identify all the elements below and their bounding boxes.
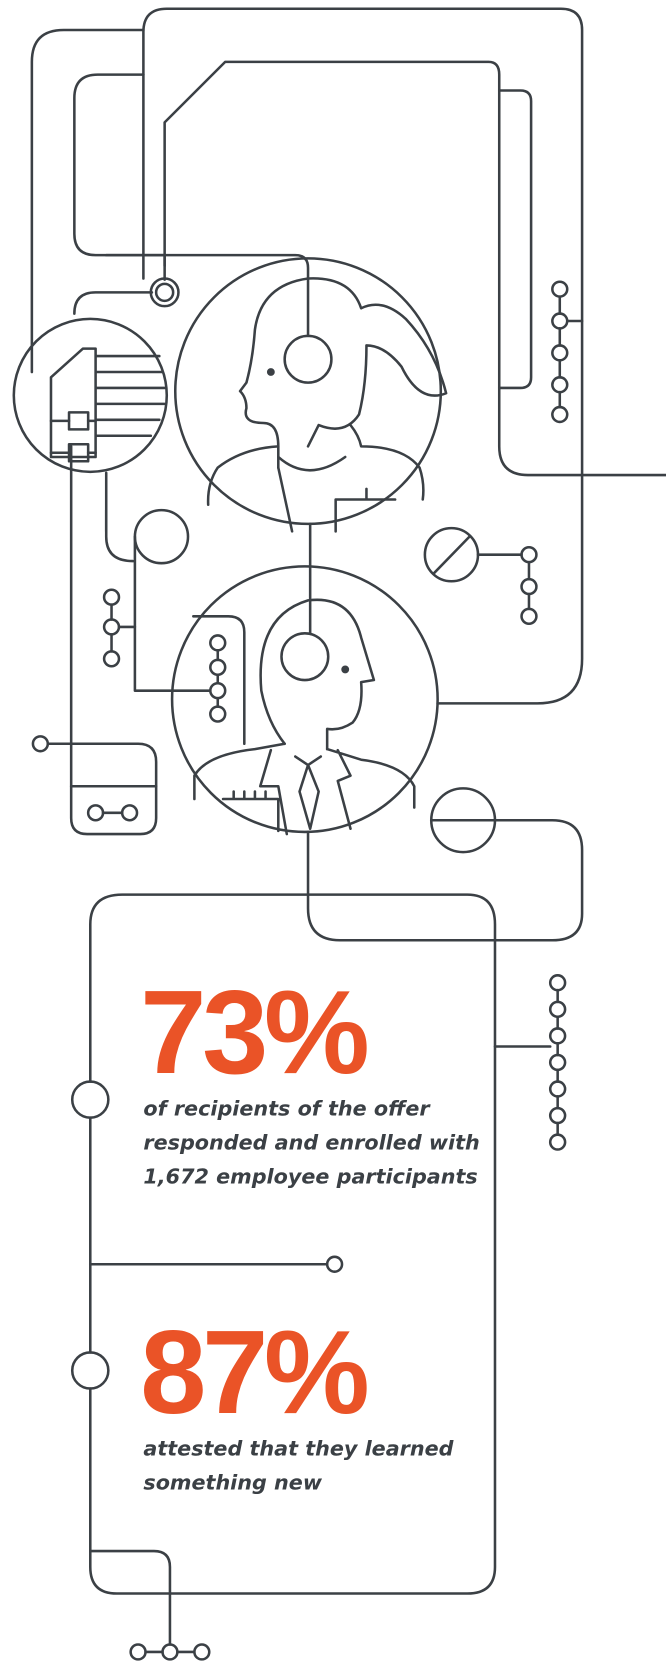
stat-description: responded and enrolled with [143,1131,479,1155]
stat-description: 1,672 employee participants [143,1165,477,1189]
stat-value: 87% [140,1306,367,1439]
stat-value: 73% [140,966,367,1099]
line-art [12,7,666,1661]
stat-description: attested that they learned [143,1436,453,1460]
stat-description: of recipients of the offer [143,1097,431,1121]
stat-description: something new [143,1470,322,1494]
